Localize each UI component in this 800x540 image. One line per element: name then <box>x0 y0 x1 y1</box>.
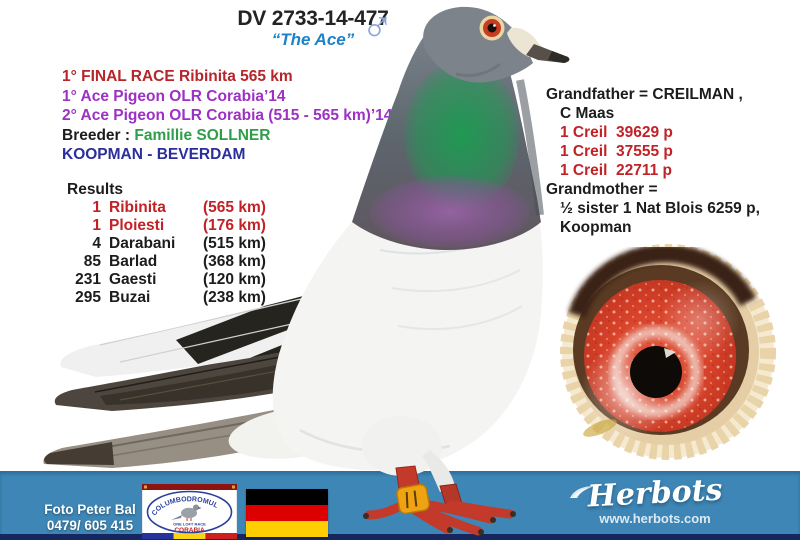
result-race: Ribinita <box>109 199 166 216</box>
male-symbol-icon: ♂ <box>361 1 394 50</box>
result-rank: 1 <box>92 199 101 216</box>
result-row: 231 Gaesti (120 km) <box>57 271 266 289</box>
loft-name: KOOPMAN - BEVERDAM <box>62 146 246 163</box>
result-row: 4 Darabani (515 km) <box>57 235 266 253</box>
flag-band-gold <box>246 521 328 537</box>
result-row: 1 Ploiesti (176 km) <box>57 217 266 235</box>
footer-strip <box>0 534 800 540</box>
result-rank: 1 <box>92 217 101 234</box>
result-distance: (565 km) <box>203 199 266 216</box>
german-flag <box>246 489 328 537</box>
honor-line: 1° FINAL RACE Ribinita 565 km <box>62 68 293 85</box>
result-rank: 231 <box>75 271 101 288</box>
honor-line: 2° Ace Pigeon OLR Corabia (515 - 565 km)… <box>62 107 393 124</box>
result-distance: (120 km) <box>203 271 266 288</box>
result-race: Buzai <box>109 289 151 306</box>
breeder-name: Famillie SOLLNER <box>134 126 271 144</box>
results-heading: Results <box>67 181 123 198</box>
photo-credit-name: Foto Peter Bal <box>44 502 136 517</box>
pigeon-nickname: “The Ace” <box>271 30 355 49</box>
grandfather-result: 1 Creil 39629 p <box>560 124 673 141</box>
grandfather-result: 1 Creil 22711 p <box>560 162 673 179</box>
photo-credit-phone: 0479/ 605 415 <box>46 517 134 533</box>
photo-credit: Foto Peter Bal 0479/ 605 415 <box>34 502 146 533</box>
breeder-line: Breeder : Famillie SOLLNER <box>62 126 392 146</box>
results-block: Results 1 Ribinita (565 km) 1 Ploiesti (… <box>57 180 266 307</box>
grandfather-result: 1 Creil 37555 p <box>560 143 673 160</box>
brand-name: Herbots <box>586 472 724 515</box>
result-distance: (515 km) <box>203 235 266 252</box>
flag-band-red <box>246 505 328 521</box>
pigeon-beak-wattle <box>507 27 547 57</box>
mini-pigeon-icon <box>171 504 202 521</box>
club-logo-race-text: ONE LOFT RACE <box>173 522 206 527</box>
result-row: 295 Buzai (238 km) <box>57 289 266 307</box>
eye-photo-graphic <box>560 244 776 460</box>
pigeon-wing-primaries <box>54 328 384 411</box>
result-race: Ploiesti <box>109 217 165 234</box>
result-distance: (368 km) <box>203 253 266 270</box>
pigeon-body <box>272 210 543 471</box>
honors-block: 1° FINAL RACE Ribinita 565 km 1° Ace Pig… <box>62 67 392 165</box>
result-race: Barlad <box>109 253 158 270</box>
brand-url[interactable]: www.herbots.com <box>599 511 711 526</box>
pigeon-undertail <box>228 405 372 459</box>
result-rank: 85 <box>83 253 101 270</box>
result-rank: 295 <box>75 289 101 306</box>
club-logo-city-text: CORABIA <box>174 527 205 534</box>
pigeon-eye-ring <box>479 15 505 41</box>
grandfather-label: Grandfather = CREILMAN , <box>546 86 743 103</box>
result-race: Darabani <box>109 235 176 252</box>
result-distance: (238 km) <box>203 289 266 306</box>
pigeon-head <box>423 6 570 83</box>
herbots-brand: Herbots www.herbots.com <box>560 472 750 526</box>
honor-line: 1° Ace Pigeon OLR Corabia’14 <box>62 87 286 105</box>
pigeon-beak <box>526 44 570 63</box>
grandmother-label: Grandmother = <box>546 181 658 198</box>
flag-band-black <box>246 489 328 505</box>
grandfather-name: C Maas <box>560 105 615 122</box>
columbodromul-logo: COLUMBODROMUL ONE LOFT RACE CORABIA <box>142 484 237 539</box>
eye-closeup-photo <box>560 244 776 460</box>
result-race: Gaesti <box>109 271 157 288</box>
result-distance: (176 km) <box>203 217 266 234</box>
grandmother-detail: ½ sister 1 Nat Blois 6259 p, <box>560 200 760 217</box>
feather-icon <box>570 486 595 498</box>
header: DV 2733-14-477 “The Ace” <box>203 7 423 49</box>
breeder-label: Breeder : <box>62 126 135 144</box>
result-row: 1 Ribinita (565 km) <box>57 199 266 217</box>
pigeon-tail <box>43 398 348 468</box>
result-rank: 4 <box>92 235 101 252</box>
grandmother-name: Koopman <box>560 219 632 236</box>
result-row: 85 Barlad (368 km) <box>57 253 266 271</box>
pedigree-block: Grandfather = CREILMAN , C Maas 1 Creil … <box>546 85 760 237</box>
ring-number: DV 2733-14-477 <box>237 7 389 30</box>
